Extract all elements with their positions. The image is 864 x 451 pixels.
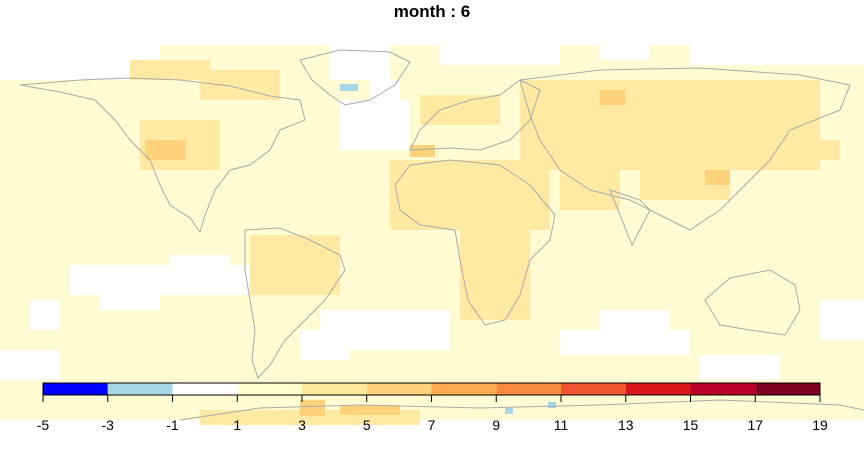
legend-tick-label: 11 [554,417,569,433]
legend-tick-label: -3 [102,417,115,433]
legend-tick-label: 3 [298,417,306,433]
legend-swatch [366,383,432,395]
legend-swatch [107,383,173,395]
legend-tick-label: -1 [166,417,179,433]
legend-tick-label: 5 [363,417,371,433]
legend-tick-label: 17 [747,417,763,433]
legend-swatch [302,383,367,395]
legend-swatch [690,383,756,395]
legend-swatch [172,383,238,395]
no-change-areas [0,45,864,451]
legend-tick-label: 13 [618,417,634,433]
legend-swatch [561,383,626,395]
legend-swatch [755,383,820,395]
legend-swatch [496,383,561,395]
cool-areas [340,84,556,414]
legend-tick-label: 15 [683,417,699,433]
legend-tick-label: 1 [233,417,241,433]
legend-swatch [431,383,497,395]
legend-tick-label: -5 [37,417,50,433]
coastlines [19,49,864,421]
legend-swatch [625,383,691,395]
legend-tick-label: 9 [492,417,500,433]
legend-swatch [43,383,108,395]
legend-tick-label: 7 [428,417,436,433]
legend-ticks: -5 -3 -1 1 3 5 7 9 11 13 15 17 19 [37,395,828,433]
legend-tick-label: 19 [812,417,828,433]
warm-land-areas [130,60,840,425]
legend-color-bar [42,382,821,396]
warmer-land-areas [145,90,730,416]
legend-swatch [237,383,302,395]
map-title: month : 6 [393,2,471,21]
